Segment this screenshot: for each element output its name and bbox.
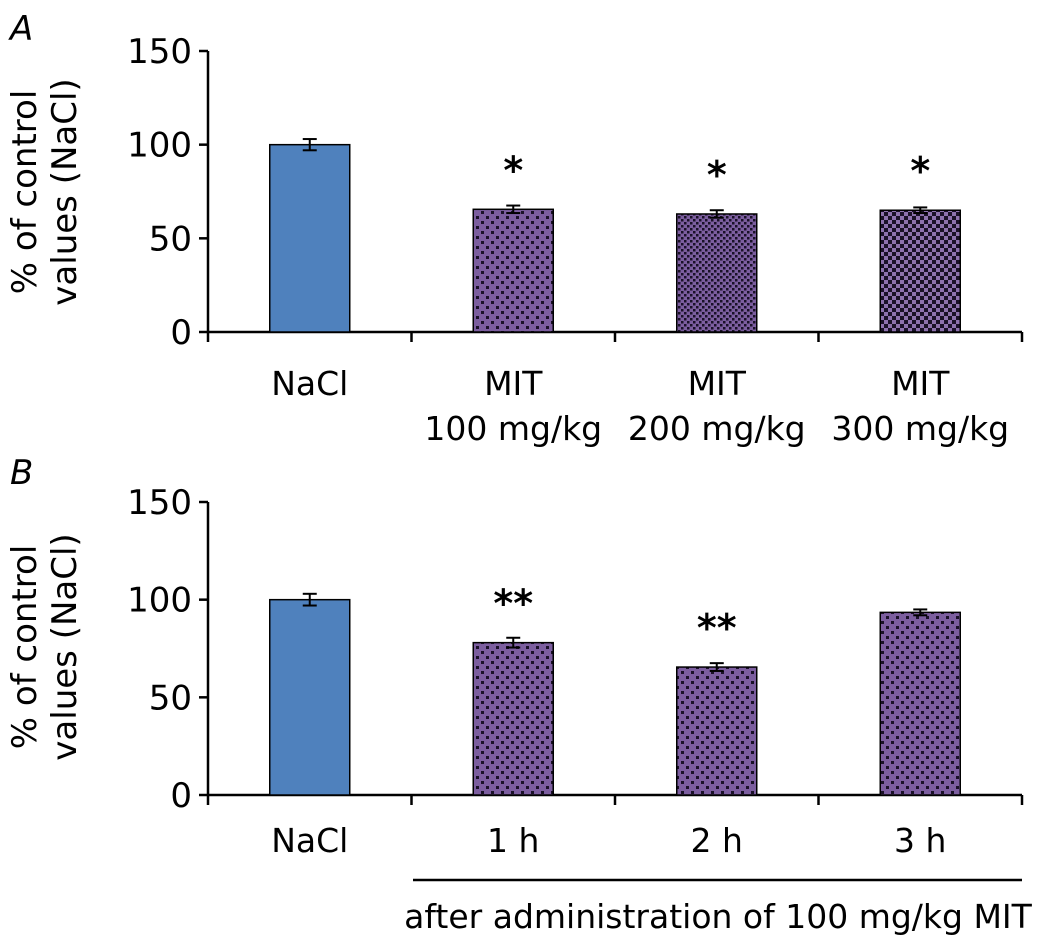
y-tick-label-50: 50 [149,678,192,718]
panel-b-plot: 0 50 100 150 NaCl ** 1 h ** 2 h 3 h [127,483,1024,860]
panel-a-plot: 0 50 100 150 NaCl * MIT 100 mg/kg * MIT 200 mg/kg *… [127,32,1024,448]
y-tick-label-100: 100 [127,581,192,621]
panel-b-ylabel-line2: values (NaCl) [45,533,85,760]
x-category-label-4-line-2: 300 mg/kg [831,409,1009,448]
y-tick-label-0: 0 [170,313,192,353]
panel-a-ylabel: % of control values (NaCl) [5,78,85,305]
x-category-label-4-line-1: 3 h [894,821,946,860]
significance-marker-3: * [707,153,727,197]
panel-b-ylabel: % of control values (NaCl) [5,533,85,760]
panel-b-letter: B [10,453,33,493]
x-category-label-2-line-1: MIT [484,364,543,403]
y-tick-label-100: 100 [127,126,192,166]
panel-b: B % of control values (NaCl) 0 50 100 150 Na… [5,453,1033,936]
x-category-label-3-line-1: 2 h [691,821,743,860]
significance-marker-2: * [503,148,523,192]
bar-3 [676,213,758,333]
y-tick-label-150: 150 [127,32,192,72]
panel-a-ylabel-line1: % of control [5,90,45,295]
x-category-label-2-line-2: 100 mg/kg [424,409,602,448]
bar-2 [472,208,554,333]
bar-1 [269,143,351,333]
panel-b-annotation: after administration of 100 mg/kg MIT [404,897,1032,936]
y-tick-label-150: 150 [127,483,192,523]
bar-2 [472,641,554,796]
panel-a: A % of control values (NaCl) 0 50 100 150 Na… [5,9,1024,448]
bar-3 [676,666,758,796]
bar-4 [879,209,961,333]
x-category-label-1-line-1: NaCl [271,821,348,860]
x-category-label-3-line-1: MIT [688,364,747,403]
bar-1 [269,598,351,796]
panel-a-letter: A [8,9,33,49]
panel-b-ylabel-line1: % of control [5,545,45,750]
x-category-label-2-line-1: 1 h [487,821,539,860]
significance-marker-2: ** [493,582,533,626]
panel-a-ylabel-line2: values (NaCl) [45,78,85,305]
significance-marker-4: * [910,149,930,193]
x-category-label-1-line-1: NaCl [271,364,348,403]
significance-marker-3: ** [697,606,737,650]
x-category-label-3-line-2: 200 mg/kg [628,409,806,448]
y-tick-label-50: 50 [149,219,192,259]
bar-4 [879,611,961,796]
x-category-label-4-line-1: MIT [891,364,950,403]
y-tick-label-0: 0 [170,776,192,816]
